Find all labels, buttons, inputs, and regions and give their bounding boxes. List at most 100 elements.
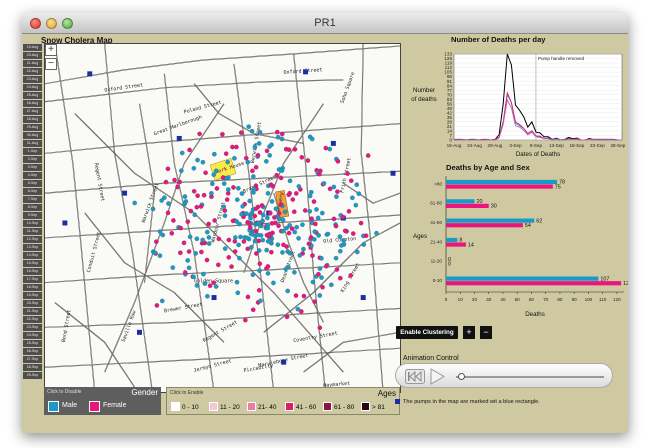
death-marker[interactable] — [234, 144, 239, 150]
death-marker[interactable] — [291, 209, 297, 215]
death-marker[interactable] — [225, 159, 230, 165]
death-marker[interactable] — [229, 264, 234, 269]
death-marker[interactable] — [181, 240, 187, 246]
death-marker[interactable] — [282, 209, 288, 215]
death-marker[interactable] — [209, 191, 214, 196]
pump-marker[interactable] — [303, 69, 309, 75]
death-marker[interactable] — [301, 293, 307, 299]
death-marker[interactable] — [178, 225, 184, 231]
death-marker[interactable] — [187, 147, 192, 153]
death-marker[interactable] — [285, 288, 291, 294]
death-marker[interactable] — [279, 168, 285, 173]
death-marker[interactable] — [243, 317, 248, 323]
death-marker[interactable] — [278, 175, 284, 181]
pump-marker[interactable] — [176, 135, 182, 141]
death-marker[interactable] — [293, 293, 299, 298]
death-marker[interactable] — [259, 203, 265, 208]
death-marker[interactable] — [256, 287, 262, 293]
death-marker[interactable] — [321, 181, 327, 186]
death-marker[interactable] — [191, 188, 197, 194]
death-marker[interactable] — [307, 193, 313, 199]
date-button[interactable]: 21-Sep — [23, 308, 42, 315]
death-marker[interactable] — [269, 221, 275, 226]
death-marker[interactable] — [287, 178, 293, 184]
death-marker[interactable] — [231, 185, 236, 190]
death-marker[interactable] — [297, 253, 303, 258]
death-marker[interactable] — [159, 298, 165, 304]
death-marker[interactable] — [333, 223, 339, 229]
age-group-toggle[interactable]: 11 - 20 — [209, 402, 245, 413]
death-marker[interactable] — [328, 282, 334, 288]
death-marker[interactable] — [248, 215, 253, 221]
date-button[interactable]: 13-Sep — [23, 244, 42, 251]
death-marker[interactable] — [284, 225, 289, 231]
death-marker[interactable] — [221, 181, 227, 186]
death-marker[interactable] — [154, 303, 160, 308]
death-marker[interactable] — [264, 159, 269, 164]
death-marker[interactable] — [265, 239, 271, 244]
death-marker[interactable] — [292, 269, 297, 275]
death-marker[interactable] — [292, 146, 298, 152]
death-marker[interactable] — [312, 237, 317, 242]
death-marker[interactable] — [186, 249, 192, 254]
death-marker[interactable] — [157, 253, 163, 258]
death-marker[interactable] — [280, 217, 286, 223]
death-marker[interactable] — [245, 159, 251, 165]
timeline-slider-handle[interactable] — [458, 373, 465, 380]
death-marker[interactable] — [201, 192, 207, 198]
death-marker[interactable] — [281, 242, 286, 248]
death-marker[interactable] — [265, 215, 270, 221]
death-marker[interactable] — [237, 255, 242, 261]
date-button[interactable]: 29-Sep — [23, 372, 42, 379]
death-marker[interactable] — [214, 186, 220, 191]
death-marker[interactable] — [179, 168, 184, 173]
death-marker[interactable] — [212, 218, 217, 223]
death-marker[interactable] — [374, 230, 379, 236]
death-marker[interactable] — [267, 153, 273, 158]
age-group-toggle[interactable]: 61 - 80 — [323, 402, 359, 413]
date-button[interactable]: 25-Sep — [23, 340, 42, 347]
death-marker[interactable] — [307, 209, 313, 214]
minimize-window-button[interactable] — [46, 18, 57, 29]
death-marker[interactable] — [252, 238, 258, 244]
date-button[interactable]: 27-Aug — [23, 108, 42, 115]
death-marker[interactable] — [210, 181, 215, 187]
death-marker[interactable] — [186, 265, 192, 271]
death-marker[interactable] — [211, 172, 217, 177]
death-marker[interactable] — [260, 212, 266, 218]
death-marker[interactable] — [185, 219, 191, 224]
date-button[interactable]: 22-Sep — [23, 316, 42, 323]
death-marker[interactable] — [302, 208, 308, 213]
death-marker[interactable] — [252, 213, 258, 219]
death-marker[interactable] — [305, 158, 311, 163]
death-marker[interactable] — [278, 202, 284, 207]
death-marker[interactable] — [284, 314, 290, 320]
death-marker[interactable] — [311, 199, 317, 204]
death-marker[interactable] — [232, 249, 238, 254]
death-marker[interactable] — [198, 204, 204, 209]
death-marker[interactable] — [295, 306, 301, 312]
death-marker[interactable] — [178, 250, 183, 256]
death-marker[interactable] — [197, 131, 202, 137]
date-button[interactable]: 24-Sep — [23, 332, 42, 339]
death-marker[interactable] — [317, 266, 323, 271]
death-marker[interactable] — [283, 266, 289, 272]
date-button[interactable]: 24-Aug — [23, 84, 42, 91]
death-marker[interactable] — [235, 290, 241, 296]
death-marker[interactable] — [206, 241, 212, 246]
death-marker[interactable] — [171, 218, 176, 223]
date-button[interactable]: 16-Sep — [23, 268, 42, 275]
death-marker[interactable] — [310, 279, 316, 285]
map-canvas[interactable]: Oxford Street Oxford Street Soho Square Reg… — [45, 44, 400, 392]
death-marker[interactable] — [202, 281, 208, 286]
age-group-toggle[interactable]: 41 - 60 — [285, 402, 321, 413]
zoom-out-button[interactable]: − — [45, 58, 57, 70]
death-marker[interactable] — [272, 215, 277, 220]
death-marker[interactable] — [213, 168, 219, 174]
death-marker[interactable] — [205, 293, 210, 299]
death-marker[interactable] — [230, 144, 235, 150]
date-button[interactable]: 8-Sep — [23, 204, 42, 211]
death-marker[interactable] — [265, 225, 271, 231]
death-marker[interactable] — [338, 248, 343, 254]
death-marker[interactable] — [238, 234, 243, 240]
